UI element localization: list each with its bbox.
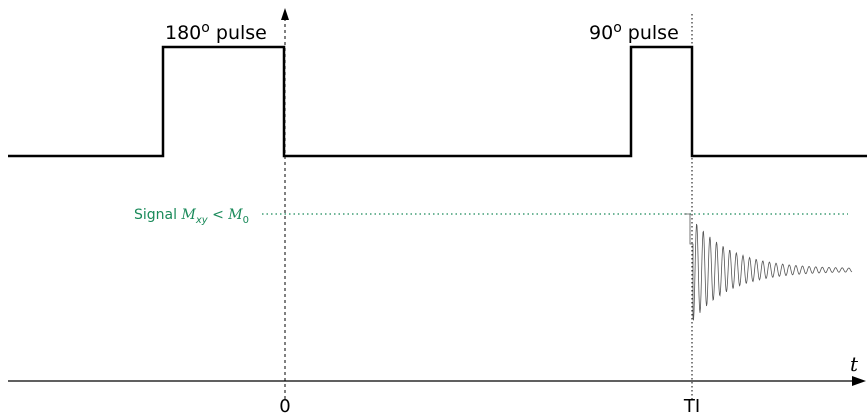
pulse-180-label: 180o pulse — [165, 20, 267, 44]
degree-superscript: o — [201, 20, 210, 36]
pulse-90-label: 90o pulse — [589, 20, 679, 44]
t-axis-label: t — [850, 352, 859, 376]
zero-tick-label: 0 — [279, 396, 290, 417]
fid-signal-trace — [684, 213, 853, 321]
signal-label: Signal Mxy < M0 — [134, 207, 249, 226]
time-axis-arrowhead — [852, 376, 866, 386]
ti-tick-label: TI — [683, 396, 700, 417]
degree-superscript: o — [613, 20, 622, 36]
vertical-axis-arrowhead — [281, 8, 289, 20]
pulse-sequence-line — [8, 45, 867, 158]
